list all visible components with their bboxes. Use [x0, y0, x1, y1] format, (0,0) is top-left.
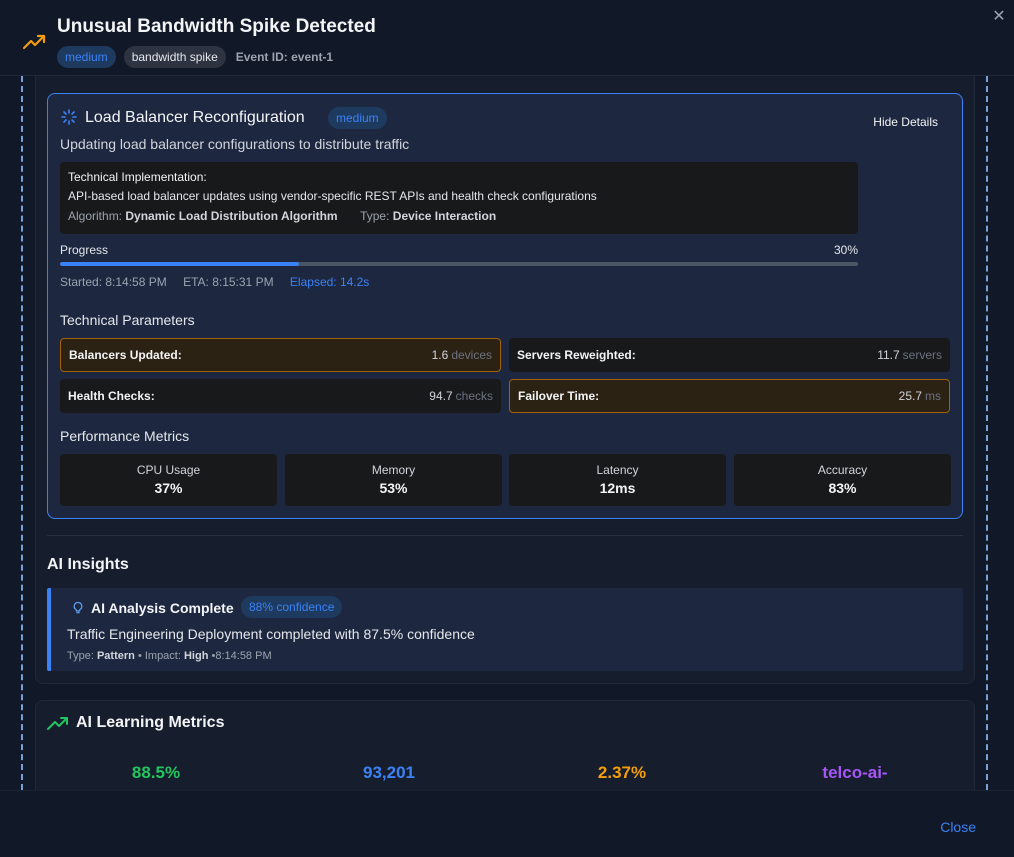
confidence-badge: 88% confidence: [241, 596, 343, 618]
type-label: Type:: [360, 209, 390, 223]
progress-bar: [60, 262, 858, 266]
metric-accuracy: Accuracy 83%: [734, 454, 951, 506]
section-divider: [47, 535, 963, 536]
timeline-rail-left: [21, 76, 23, 790]
insight-title: AI Analysis Complete: [91, 600, 234, 616]
step-description: Updating load balancer configurations to…: [60, 136, 410, 152]
spinner-icon: [61, 109, 77, 125]
insight-text: Traffic Engineering Deployment completed…: [67, 626, 475, 642]
modal-header: Unusual Bandwidth Spike Detected medium …: [0, 0, 1014, 76]
learning-stat-accuracy: 88.5%: [131, 763, 181, 782]
param-servers-reweighted: Servers Reweighted: 11.7 servers: [509, 338, 950, 372]
ai-insights-title: AI Insights: [47, 556, 129, 573]
param-label: Balancers Updated:: [69, 348, 182, 362]
metric-memory: Memory 53%: [285, 454, 502, 506]
impl-text: API-based load balancer updates using ve…: [68, 189, 597, 203]
param-value: 1.6 devices: [431, 348, 492, 362]
insight-card: AI Analysis Complete 88% confidence Traf…: [47, 588, 963, 671]
insight-time: •8:14:58 PM: [211, 650, 272, 662]
metric-cpu-usage: CPU Usage 37%: [60, 454, 277, 506]
close-icon[interactable]: ✕: [992, 8, 1006, 25]
param-balancers-updated: Balancers Updated: 1.6 devices: [60, 338, 501, 372]
elapsed-time: Elapsed: 14.2s: [289, 275, 370, 289]
severity-badge: medium: [57, 46, 116, 68]
technical-implementation-box: Technical Implementation: API-based load…: [60, 162, 858, 234]
param-health-checks: Health Checks: 94.7 checks: [60, 379, 501, 413]
param-value: 25.7 ms: [898, 389, 941, 403]
type-badge: bandwidth spike: [123, 46, 226, 68]
learning-stat-error-rate: 2.37%: [597, 763, 647, 782]
param-failover-time: Failover Time: 25.7 ms: [509, 379, 950, 413]
impl-heading: Technical Implementation:: [68, 170, 207, 184]
algorithm-label: Algorithm:: [68, 209, 123, 223]
technical-parameters-title: Technical Parameters: [60, 312, 195, 328]
lightbulb-icon: [73, 601, 83, 614]
timeline-rail-right: [986, 76, 988, 790]
event-id: Event ID: event-1: [235, 50, 334, 64]
trending-up-icon: [47, 717, 68, 730]
header-tags: medium bandwidth spike Event ID: event-1: [57, 46, 333, 68]
step-severity-badge: medium: [328, 107, 387, 129]
algorithm-value: Dynamic Load Distribution Algorithm: [125, 209, 338, 223]
modal-title: Unusual Bandwidth Spike Detected: [57, 16, 376, 37]
performance-metrics-title: Performance Metrics: [60, 428, 190, 444]
modal-body[interactable]: Load Balancer Reconfiguration medium Hid…: [0, 76, 1014, 790]
ai-learning-title: AI Learning Metrics: [76, 714, 225, 731]
learning-stat-samples: 93,201: [363, 763, 415, 782]
progress-bar-fill: [60, 262, 300, 266]
timing-row: Started: 8:14:58 PM ETA: 8:15:31 PM Elap…: [60, 275, 382, 289]
step-card: Load Balancer Reconfiguration medium Hid…: [47, 93, 963, 519]
step-title: Load Balancer Reconfiguration: [85, 109, 305, 126]
started-time: Started: 8:14:58 PM: [60, 275, 167, 289]
param-value: 11.7 servers: [877, 348, 942, 362]
progress-label: Progress: [60, 243, 109, 257]
progress-percent: 30%: [833, 243, 858, 257]
close-button[interactable]: Close: [940, 819, 976, 835]
ai-learning-metrics-card: AI Learning Metrics 88.5% 93,201 2.37% t…: [35, 700, 975, 790]
learning-stat-model: telco-ai-: [822, 763, 888, 782]
eta-time: ETA: 8:15:31 PM: [183, 275, 274, 289]
param-label: Failover Time:: [518, 389, 600, 403]
insight-type: Pattern: [96, 650, 135, 662]
trending-up-icon: [22, 34, 46, 50]
param-label: Servers Reweighted:: [517, 348, 636, 362]
insight-meta: Type: Pattern • Impact: High •8:14:58 PM: [67, 650, 272, 662]
insight-impact: High: [183, 650, 209, 662]
type-value: Device Interaction: [392, 209, 497, 223]
modal-footer: Close: [0, 790, 1014, 857]
impl-meta: Algorithm: Dynamic Load Distribution Alg…: [68, 209, 850, 223]
hide-details-button[interactable]: Hide Details: [873, 115, 938, 129]
param-value: 94.7 checks: [429, 389, 493, 403]
metric-latency: Latency 12ms: [509, 454, 726, 506]
param-label: Health Checks:: [68, 389, 155, 403]
